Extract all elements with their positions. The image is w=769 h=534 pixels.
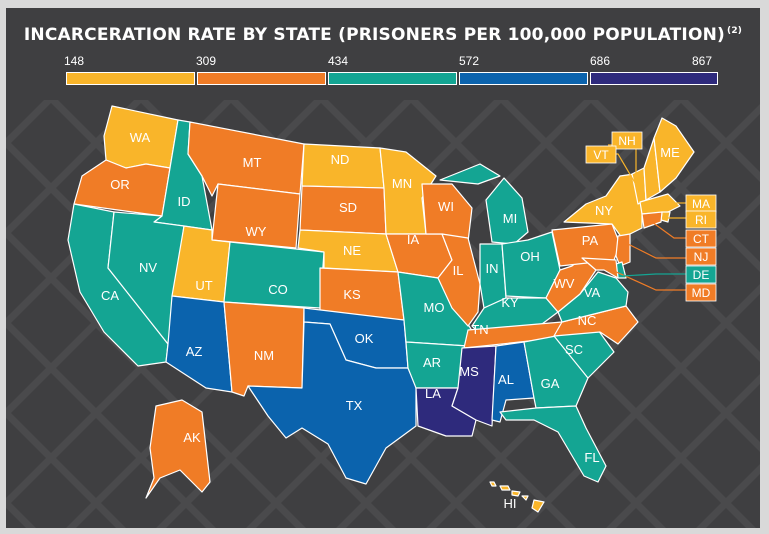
- legend-tick-148: 148: [64, 54, 85, 68]
- state-label-mi: MI: [503, 211, 517, 226]
- state-label-ga: GA: [541, 376, 560, 391]
- state-label-fl: FL: [584, 450, 599, 465]
- state-label-sd: SD: [339, 200, 357, 215]
- callout-label-nj: NJ: [694, 250, 709, 264]
- callout-tag-vt: [585, 145, 617, 164]
- state-label-il: IL: [453, 263, 464, 278]
- state-label-tn: TN: [471, 322, 488, 337]
- state-label-hi: HI: [504, 496, 517, 511]
- callout-label-nh: NH: [618, 134, 635, 148]
- state-label-ar: AR: [423, 355, 441, 370]
- state-label-az: AZ: [186, 344, 203, 359]
- state-ak: [145, 399, 211, 499]
- state-label-oh: OH: [520, 249, 540, 264]
- title-footnote: (2): [727, 26, 743, 36]
- state-fl: [499, 405, 607, 483]
- callout-tag-md: [685, 283, 717, 302]
- state-label-or: OR: [110, 177, 130, 192]
- callout-tag-ri: [685, 210, 717, 229]
- state-label-wi: WI: [438, 199, 454, 214]
- callout-lines-orange: [611, 221, 686, 291]
- state-label-al: AL: [498, 372, 514, 387]
- legend-tick-686: 686: [590, 54, 611, 68]
- map-panel: INCARCERATION RATE BY STATE (PRISONERS P…: [6, 8, 760, 528]
- callout-tag-nh: [611, 131, 643, 150]
- legend-tick-572: 572: [459, 54, 480, 68]
- callout-label-ma: MA: [692, 197, 710, 211]
- state-label-id: ID: [178, 194, 191, 209]
- state-label-tx: TX: [346, 398, 363, 413]
- state-label-wa: WA: [130, 130, 151, 145]
- state-label-nd: ND: [331, 152, 350, 167]
- state-label-ks: KS: [343, 287, 361, 302]
- callout-label-vt: VT: [593, 148, 609, 162]
- state-label-wv: WV: [554, 276, 575, 291]
- state-label-mn: MN: [392, 176, 412, 191]
- state-label-nv: NV: [139, 260, 157, 275]
- callout-label-ct: CT: [693, 232, 710, 246]
- state-mi: [439, 163, 529, 245]
- callout-label-md: MD: [692, 286, 711, 300]
- state-label-sc: SC: [565, 342, 583, 357]
- state-label-ky: KY: [501, 295, 519, 310]
- state-nj: [615, 233, 631, 267]
- state-label-ok: OK: [355, 331, 374, 346]
- state-ct: [641, 211, 663, 229]
- state-md: [581, 257, 619, 279]
- callout-tag-de: [685, 265, 717, 284]
- legend-tick-309: 309: [196, 54, 217, 68]
- state-label-ut: UT: [195, 278, 212, 293]
- state-label-wy: WY: [246, 224, 267, 239]
- state-me: [653, 117, 695, 193]
- state-label-va: VA: [584, 285, 601, 300]
- us-map: NH VT MA RI CT NJ DE MD WA OR CA ID NV M…: [6, 100, 760, 528]
- state-label-me: ME: [660, 145, 680, 160]
- state-label-mo: MO: [424, 300, 445, 315]
- callout-lines-teal: [621, 273, 686, 277]
- callout-label-de: DE: [693, 268, 710, 282]
- state-label-ny: NY: [595, 203, 613, 218]
- legend-swatch-686-867: [590, 72, 718, 85]
- state-label-la: LA: [425, 386, 441, 401]
- legend-swatch-309-434: [197, 72, 326, 85]
- state-label-mt: MT: [243, 155, 262, 170]
- state-hi: [489, 481, 545, 513]
- state-label-ne: NE: [343, 243, 361, 258]
- state-label-co: CO: [268, 282, 288, 297]
- state-label-nc: NC: [578, 313, 597, 328]
- legend-swatch-572-686: [459, 72, 588, 85]
- state-wy: [211, 183, 301, 249]
- title-text: INCARCERATION RATE BY STATE (PRISONERS P…: [23, 25, 725, 45]
- legend-tick-867: 867: [692, 54, 713, 68]
- state-co: [223, 241, 325, 309]
- legend-swatch-148-309: [66, 72, 195, 85]
- state-label-nm: NM: [254, 348, 274, 363]
- callout-tag-ct: [685, 229, 717, 248]
- state-label-ak: AK: [183, 430, 201, 445]
- state-il: [437, 233, 481, 327]
- state-ma: [639, 193, 681, 215]
- legend-swatch-434-572: [328, 72, 457, 85]
- callout-label-ri: RI: [695, 213, 707, 227]
- state-label-in: IN: [486, 261, 499, 276]
- state-label-ca: CA: [101, 288, 119, 303]
- state-label-pa: PA: [582, 233, 599, 248]
- legend-tick-434: 434: [328, 54, 349, 68]
- state-label-ms: MS: [459, 364, 479, 379]
- state-tx: [247, 321, 417, 485]
- map-title: INCARCERATION RATE BY STATE (PRISONERS P…: [6, 25, 760, 45]
- state-label-ia: IA: [407, 232, 420, 247]
- callout-tag-nj: [685, 247, 717, 266]
